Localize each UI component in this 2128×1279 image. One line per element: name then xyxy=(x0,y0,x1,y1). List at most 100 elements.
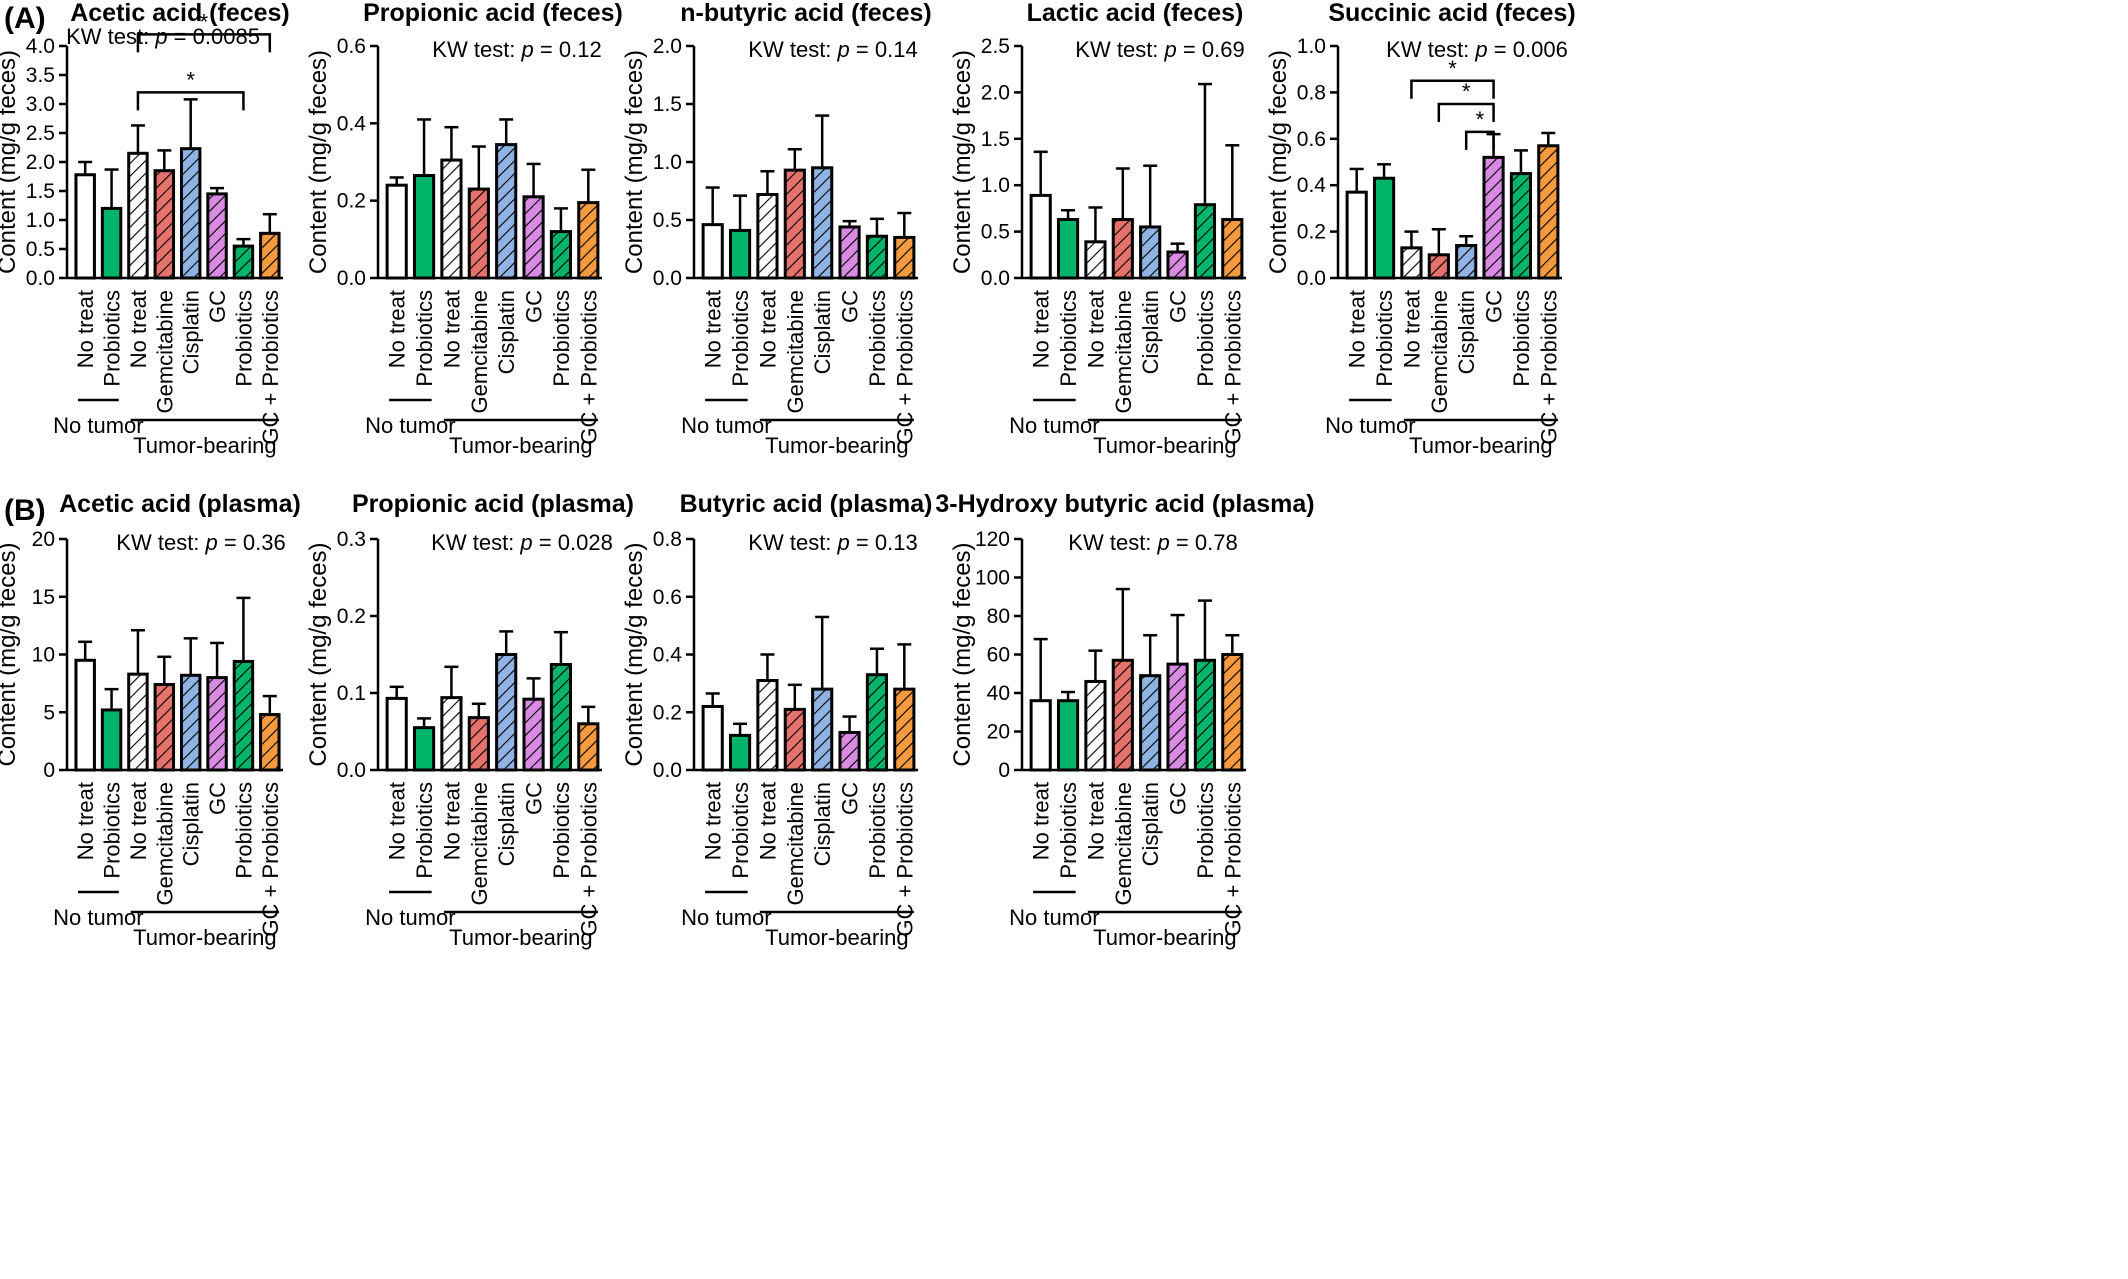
y-tick-label: 1.5 xyxy=(26,180,55,203)
bar xyxy=(412,726,436,772)
kw-test-p: p xyxy=(837,530,850,555)
x-tick-label: No treat xyxy=(1399,290,1424,368)
bar xyxy=(153,169,176,280)
kw-test-prefix: KW test: xyxy=(1386,37,1475,62)
y-tick-label: 0.0 xyxy=(1297,267,1326,290)
significance-bracket xyxy=(136,33,272,53)
kw-test-label: KW test: p = 0.028 xyxy=(431,530,613,555)
bar xyxy=(495,143,518,280)
significance-star: * xyxy=(200,9,209,34)
kw-test-p: p xyxy=(519,530,532,555)
bar xyxy=(100,708,123,772)
group-label-no-tumor: No tumor xyxy=(53,413,143,438)
y-tick-label: 0.2 xyxy=(337,605,366,628)
kw-test-label: KW test: p = 0.14 xyxy=(748,37,917,62)
x-tick-label: Probiotics xyxy=(412,782,437,879)
group-label-tumor-bearing: Tumor-bearing xyxy=(765,925,908,950)
chart-4: Lactic acid (feces) KW test: p = 0.69 0.0 0… xyxy=(949,0,1246,458)
x-tick-label: Cisplatin xyxy=(494,782,519,866)
chart-title: Lactic acid (feces) xyxy=(1027,0,1244,27)
bar xyxy=(522,697,545,772)
y-tick-label: 0.8 xyxy=(653,528,682,551)
x-tick-label: No treat xyxy=(73,290,98,368)
x-tick-label: Gemcitabine xyxy=(152,782,177,906)
bar xyxy=(1455,244,1478,280)
y-tick-label: 15 xyxy=(32,586,55,609)
bar xyxy=(127,672,149,772)
y-tick-label: 1.5 xyxy=(981,128,1010,151)
y-tick-label: 0.4 xyxy=(653,644,683,667)
group-label-tumor-bearing: Tumor-bearing xyxy=(1409,433,1552,458)
x-tick-label: GC xyxy=(522,782,547,815)
bar xyxy=(1427,253,1450,280)
y-axis-label: Content (mg/g feces) xyxy=(1265,50,1292,274)
group-label-tumor-bearing: Tumor-bearing xyxy=(1093,925,1236,950)
group-label-tumor-bearing: Tumor-bearing xyxy=(133,433,276,458)
y-tick-label: 0.6 xyxy=(337,35,366,58)
x-tick-label: No treat xyxy=(126,290,151,368)
y-tick-label: 3.0 xyxy=(26,93,55,116)
bar xyxy=(756,192,779,280)
x-tick-label: Cisplatin xyxy=(1138,782,1163,866)
x-tick-label: GC xyxy=(522,290,547,323)
y-tick-label: 2.0 xyxy=(653,35,682,58)
x-tick-label: Probiotics xyxy=(1193,782,1218,879)
significance-star: * xyxy=(1462,79,1471,104)
kw-test-p: p xyxy=(154,24,167,49)
kw-test-prefix: KW test: xyxy=(748,37,837,62)
bar xyxy=(811,687,834,772)
chart-title: n-butyric acid (feces) xyxy=(680,0,931,27)
kw-test-label: KW test: p = 0.0085 xyxy=(66,24,260,49)
x-tick-label: Probiotics xyxy=(100,290,125,387)
x-tick-label: Gemcitabine xyxy=(1111,290,1136,414)
x-tick-label: Gemcitabine xyxy=(152,290,177,414)
bar xyxy=(74,658,96,772)
chart-2: Propionic acid (feces) KW test: p = 0.12 0… xyxy=(305,0,623,458)
group-label-tumor-bearing: Tumor-bearing xyxy=(133,925,276,950)
x-tick-label: Cisplatin xyxy=(1454,290,1479,374)
y-tick-label: 0.1 xyxy=(337,682,366,705)
x-tick-label: No treat xyxy=(701,290,726,368)
x-tick-label: GC xyxy=(1482,290,1507,323)
bar xyxy=(1345,190,1368,280)
chart-title: Butyric acid (plasma) xyxy=(680,490,933,518)
y-tick-label: 0.6 xyxy=(653,586,682,609)
x-tick-label: GC + Probiotics xyxy=(1220,290,1245,445)
x-tick-label: GC xyxy=(1166,290,1191,323)
y-tick-label: 60 xyxy=(987,644,1010,667)
x-tick-label: GC + Probiotics xyxy=(892,290,917,445)
group-label-no-tumor: No tumor xyxy=(1009,413,1099,438)
chart-title: Propionic acid (feces) xyxy=(363,0,623,27)
bar xyxy=(865,673,889,772)
kw-test-prefix: KW test: xyxy=(748,530,837,555)
kw-test-p: p xyxy=(1157,530,1170,555)
kw-test-value: = 0.006 xyxy=(1488,37,1568,62)
x-tick-label: Probiotics xyxy=(1372,290,1397,387)
y-tick-label: 4.0 xyxy=(26,35,55,58)
x-tick-label: No treat xyxy=(755,782,780,860)
bar xyxy=(783,707,806,772)
x-tick-label: GC + Probiotics xyxy=(258,782,283,937)
chart-9: 3-Hydroxy butyric acid (plasma) KW test: … xyxy=(935,490,1314,950)
y-tick-label: 0.8 xyxy=(1297,81,1326,104)
y-tick-label: 20 xyxy=(987,721,1010,744)
x-tick-label: GC xyxy=(1166,782,1191,815)
significance-star: * xyxy=(1476,107,1485,132)
x-tick-label: Probiotics xyxy=(412,290,437,387)
bar xyxy=(1166,250,1189,280)
x-tick-label: Cisplatin xyxy=(810,290,835,374)
kw-test-label: KW test: p = 0.12 xyxy=(432,37,601,62)
x-tick-label: Probiotics xyxy=(549,290,574,387)
y-axis-label: Content (mg/g feces) xyxy=(949,542,976,766)
group-label-no-tumor: No tumor xyxy=(53,905,143,930)
bar xyxy=(893,687,916,772)
kw-test-value: = 0.14 xyxy=(850,37,918,62)
bar xyxy=(701,704,724,772)
x-tick-label: Probiotics xyxy=(1509,290,1534,387)
y-axis-label: Content (mg/g feces) xyxy=(0,542,21,766)
x-tick-label: No treat xyxy=(701,782,726,860)
x-tick-label: Probiotics xyxy=(865,290,890,387)
bar xyxy=(701,223,724,280)
group-label-tumor-bearing: Tumor-bearing xyxy=(449,433,592,458)
